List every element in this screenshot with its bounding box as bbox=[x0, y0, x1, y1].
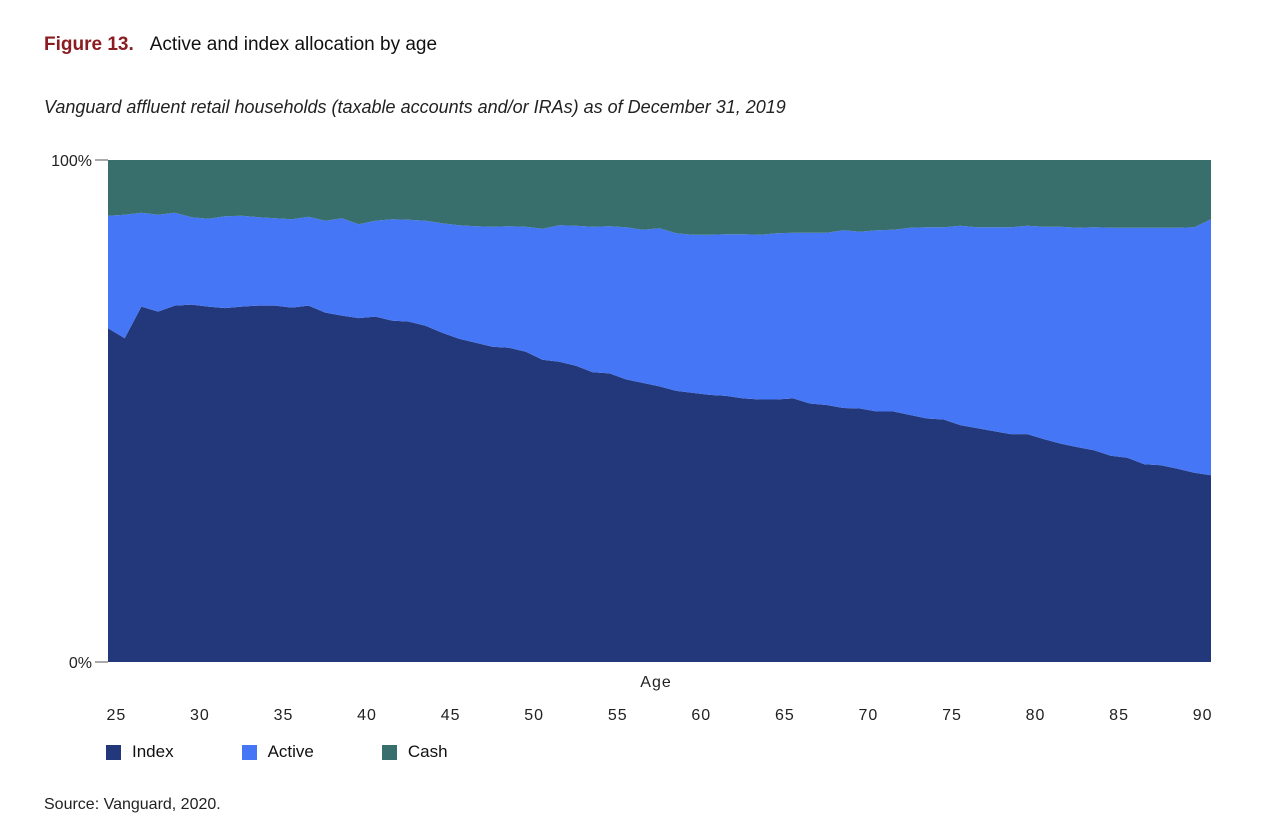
legend-item-cash: Cash bbox=[381, 742, 448, 762]
x-tick-label-55: 55 bbox=[608, 707, 628, 724]
x-tick-label-85: 85 bbox=[1109, 707, 1129, 724]
x-tick-label-25: 25 bbox=[106, 707, 126, 724]
y-axis-ticks: 0% 100% bbox=[51, 153, 108, 672]
x-tick-label-80: 80 bbox=[1026, 707, 1046, 724]
source-note: Source: Vanguard, 2020. bbox=[44, 796, 221, 813]
figure-title: Figure 13. Active and index allocation by… bbox=[44, 34, 437, 56]
x-tick-label-45: 45 bbox=[441, 707, 461, 724]
area-active bbox=[108, 212, 1211, 476]
chart-legend: Index Active Cash bbox=[106, 742, 516, 762]
legend-swatch-cash bbox=[381, 744, 397, 760]
area-index bbox=[108, 304, 1211, 662]
x-tick-label-40: 40 bbox=[357, 707, 377, 724]
legend-swatch-index bbox=[106, 744, 121, 760]
figure-title-text: Active and index allocation by age bbox=[149, 34, 438, 55]
legend-item-index: Index bbox=[106, 742, 174, 762]
x-axis-label: Age bbox=[640, 674, 671, 691]
x-tick-label-60: 60 bbox=[691, 707, 711, 724]
x-tick-label-75: 75 bbox=[942, 707, 962, 724]
x-tick-label-65: 65 bbox=[775, 707, 795, 724]
figure-subtitle: Vanguard affluent retail households (tax… bbox=[44, 97, 786, 117]
x-tick-label-35: 35 bbox=[274, 707, 294, 724]
x-tick-label-70: 70 bbox=[859, 707, 879, 724]
y-tick-label-0: 0% bbox=[69, 655, 92, 672]
legend-label-active: Active bbox=[267, 742, 314, 761]
legend-swatch-active bbox=[241, 744, 257, 760]
x-tick-label-30: 30 bbox=[190, 707, 210, 724]
figure-label: Figure 13. bbox=[44, 34, 134, 55]
legend-label-index: Index bbox=[132, 742, 174, 761]
legend-item-active: Active bbox=[241, 742, 314, 762]
x-tick-label-50: 50 bbox=[524, 707, 544, 724]
chart-areas bbox=[108, 160, 1211, 662]
x-axis-ticks: 25 30 35 40 45 50 55 60 65 70 75 80 85 90 bbox=[106, 707, 1213, 724]
legend-label-cash: Cash bbox=[407, 742, 448, 761]
y-tick-label-100: 100% bbox=[51, 153, 92, 170]
x-tick-label-90: 90 bbox=[1193, 707, 1213, 724]
area-cash bbox=[108, 160, 1211, 235]
